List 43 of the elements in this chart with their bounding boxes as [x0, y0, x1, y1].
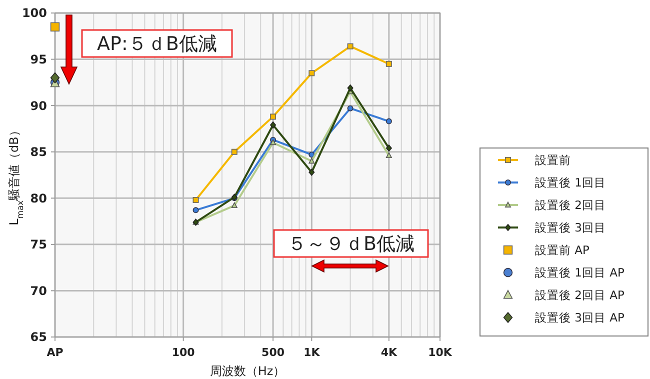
point	[386, 118, 392, 124]
point	[347, 84, 354, 92]
legend-label: 設置後 3回目	[535, 220, 606, 235]
y-tick-label: 70	[30, 284, 47, 298]
y-tick-label: 95	[30, 52, 47, 66]
point	[192, 196, 199, 203]
legend-label: 設置前	[535, 153, 571, 168]
legend-label: 設置後 1回目	[535, 176, 606, 190]
x-tick-label: 1K	[304, 346, 320, 359]
point	[308, 152, 315, 158]
annotation: ５～９ｄB低減	[287, 233, 415, 256]
point	[386, 60, 392, 67]
legend-label: 設置後 1回目 AP	[535, 266, 624, 280]
y-tick-label: 75	[30, 238, 47, 252]
y-tick-label: 80	[30, 191, 47, 206]
point	[308, 70, 315, 76]
y-tick-label: 65	[30, 330, 47, 344]
annotation: AP:５ｄB低減	[97, 33, 217, 56]
x-tick-label: AP	[46, 346, 64, 359]
point	[347, 43, 354, 50]
legend-label: 設置後 2回目	[535, 198, 606, 212]
point	[231, 202, 238, 208]
point	[192, 207, 199, 214]
point	[270, 121, 276, 129]
point	[308, 158, 315, 164]
x-tick-label: 4K	[380, 346, 398, 359]
point	[308, 168, 315, 176]
point	[386, 144, 392, 152]
y-tick-label: 90	[30, 98, 47, 113]
x-tick-label: 100	[172, 346, 196, 359]
point	[231, 148, 238, 155]
y-tick-label: 100	[22, 6, 47, 20]
legend-label: 設置後 3回目 AP	[535, 310, 624, 325]
x-tick-label: 10K	[428, 346, 452, 359]
legend-label: 設置前 AP	[535, 243, 590, 258]
y-tick-label: 85	[30, 145, 47, 160]
x-tick-label: 500	[262, 346, 285, 359]
point	[386, 152, 392, 158]
x-axis-title: 周波数（Hz）	[210, 364, 286, 378]
point	[347, 105, 354, 112]
point	[270, 114, 276, 120]
legend-label: 設置後 2回目 AP	[535, 288, 624, 302]
point	[270, 139, 276, 146]
